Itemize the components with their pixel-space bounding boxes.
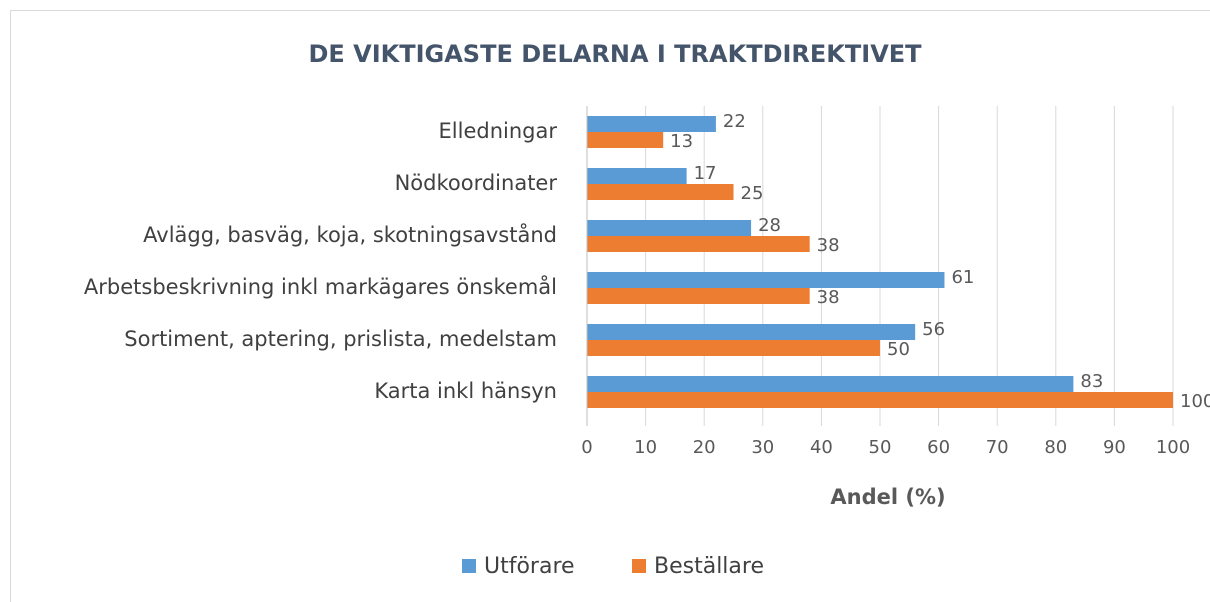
x-axis-label: Andel (%) (830, 485, 945, 509)
x-tick-label: 50 (869, 437, 892, 458)
x-tick-label: 30 (751, 437, 774, 458)
x-tick-label: 100 (1156, 437, 1190, 458)
x-tick-label: 80 (1044, 437, 1067, 458)
bar (587, 132, 664, 148)
legend-swatch (632, 559, 646, 573)
data-label: 83 (1080, 371, 1103, 392)
data-label: 38 (817, 287, 840, 308)
bar (587, 220, 752, 236)
data-label: 28 (758, 215, 781, 236)
x-tick-label: 10 (634, 437, 657, 458)
data-label: 50 (887, 339, 910, 360)
x-tick-label: 60 (927, 437, 950, 458)
legend-label: Utförare (484, 554, 575, 579)
x-tick-label: 20 (693, 437, 716, 458)
y-tick-label: Karta inkl hänsyn (374, 379, 557, 403)
data-label: 25 (741, 183, 764, 204)
x-tick-label: 0 (581, 437, 592, 458)
y-tick-label: Nödkoordinater (395, 171, 558, 195)
bar (587, 376, 1074, 392)
y-tick-label: Arbetsbeskrivning inkl markägares önskem… (84, 274, 557, 299)
bar (587, 288, 810, 304)
legend-label: Beställare (654, 554, 764, 579)
x-tick-label: 90 (1103, 437, 1126, 458)
data-label: 38 (817, 235, 840, 256)
data-label: 100 (1180, 391, 1210, 412)
x-tick-label: 70 (986, 437, 1009, 458)
data-label: 61 (951, 267, 974, 288)
bar (587, 184, 734, 200)
y-tick-label: Avlägg, basväg, koja, skotningsavstånd (143, 222, 557, 247)
bar (587, 340, 880, 356)
chart-title: DE VIKTIGASTE DELARNA I TRAKTDIREKTIVET (308, 40, 922, 68)
x-tick-label: 40 (810, 437, 833, 458)
y-tick-label: Sortiment, aptering, prislista, medelsta… (124, 327, 557, 351)
data-label: 17 (694, 163, 717, 184)
bar (587, 236, 810, 252)
bar (587, 272, 945, 288)
data-label: 56 (922, 319, 945, 340)
data-label: 22 (723, 111, 746, 132)
bar (587, 392, 1173, 408)
data-label: 13 (670, 131, 693, 152)
bar (587, 324, 916, 340)
legend-swatch (462, 559, 476, 573)
bar (587, 168, 687, 184)
chart-frame (10, 10, 1210, 602)
bar (587, 116, 716, 132)
y-tick-label: Elledningar (439, 119, 558, 143)
